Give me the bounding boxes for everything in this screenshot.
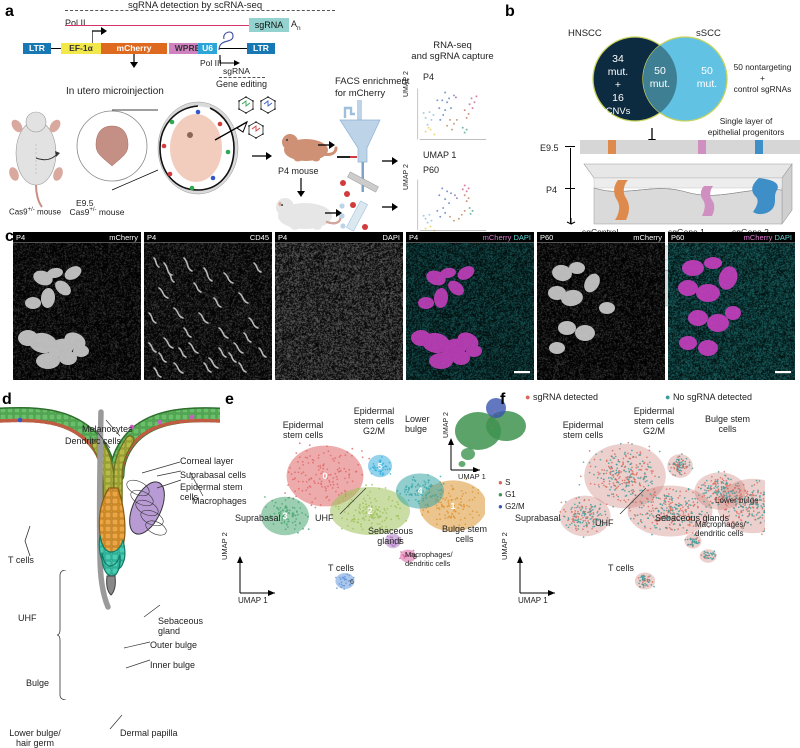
svg-text:mut.: mut.	[608, 66, 628, 78]
svg-text:2: 2	[367, 506, 372, 516]
svg-text:CNVs: CNVs	[606, 106, 631, 117]
svg-text:34: 34	[612, 53, 624, 65]
svg-text:6: 6	[350, 579, 354, 586]
svg-text:4: 4	[417, 486, 422, 496]
svg-text:3: 3	[282, 511, 287, 521]
svg-text:1: 1	[450, 501, 455, 511]
svg-text:16: 16	[612, 92, 624, 104]
svg-text:0: 0	[322, 471, 327, 481]
svg-text:mut.: mut.	[650, 78, 670, 90]
svg-text:mut.: mut.	[697, 78, 717, 90]
svg-text:5: 5	[378, 462, 383, 471]
svg-text:50: 50	[701, 65, 713, 77]
svg-text:50: 50	[654, 65, 666, 77]
svg-text:+: +	[615, 79, 621, 91]
